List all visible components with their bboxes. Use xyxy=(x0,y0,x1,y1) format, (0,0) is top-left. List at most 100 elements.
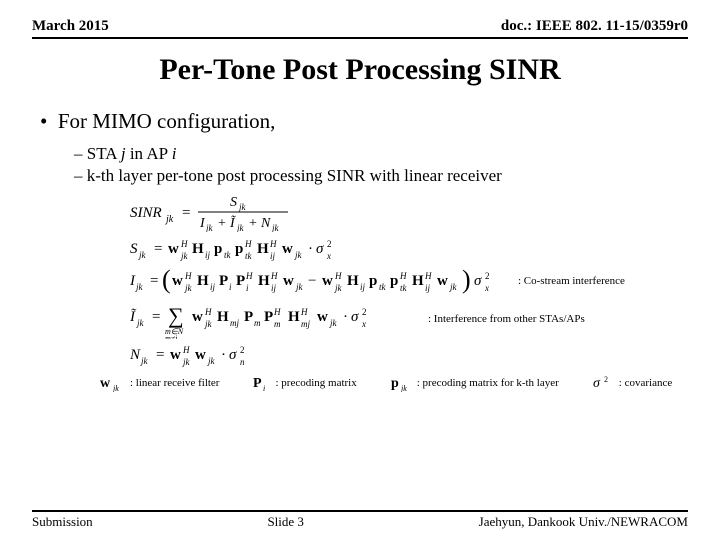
svg-text:jk: jk xyxy=(112,384,119,392)
bullet2a-i: i xyxy=(172,144,177,163)
svg-text:p: p xyxy=(391,376,399,391)
svg-text:H: H xyxy=(180,239,188,249)
svg-text:jk: jk xyxy=(236,223,245,232)
svg-text:=: = xyxy=(156,347,164,363)
footer-left: Submission xyxy=(32,514,93,530)
svg-text:ij: ij xyxy=(210,282,216,292)
svg-text:w: w xyxy=(283,273,294,289)
svg-text:H: H xyxy=(399,271,407,281)
eq-njk: N jk = w H jk w jk · σ 2 n xyxy=(130,342,680,368)
svg-text:P: P xyxy=(253,376,262,391)
svg-text:H: H xyxy=(300,307,308,317)
header-date: March 2015 xyxy=(32,18,109,35)
svg-text:P: P xyxy=(236,273,245,289)
content-area: • For MIMO configuration, – STA j in AP … xyxy=(0,87,720,392)
svg-text:(: ( xyxy=(162,266,171,294)
svg-text:N: N xyxy=(130,347,141,363)
legend-row: wjk : linear receive filter Pi : precodi… xyxy=(40,374,680,392)
svg-text:·: · xyxy=(308,241,313,257)
svg-text:H: H xyxy=(244,239,252,249)
svg-text:σ: σ xyxy=(229,347,237,363)
svg-text:x: x xyxy=(361,319,366,329)
svg-text:jk: jk xyxy=(329,318,338,328)
svg-text:σ: σ xyxy=(593,376,601,391)
bullet2a-prefix: – STA xyxy=(74,144,121,163)
svg-text:i: i xyxy=(263,384,265,392)
svg-text:2: 2 xyxy=(604,375,608,384)
legend-covar-label: : covariance xyxy=(619,377,672,389)
svg-text:2: 2 xyxy=(485,271,490,281)
svg-text:ij: ij xyxy=(270,251,276,261)
svg-text:ij: ij xyxy=(360,282,366,292)
svg-text:H: H xyxy=(182,345,190,355)
svg-text:P: P xyxy=(264,309,273,325)
svg-text:2: 2 xyxy=(240,345,245,355)
svg-text:H: H xyxy=(192,241,204,257)
svg-text:n: n xyxy=(240,357,245,367)
bullet-level1: • For MIMO configuration, xyxy=(40,109,680,134)
bullet-level1-text: For MIMO configuration, xyxy=(58,109,276,133)
equation-block: SINR jk = S jk I jk + Ĩ jk + N jk S jk xyxy=(130,192,680,368)
svg-text:H: H xyxy=(258,273,270,289)
svg-text:jk: jk xyxy=(295,282,304,292)
svg-text:H: H xyxy=(270,271,278,281)
svg-text:Ĩ: Ĩ xyxy=(130,308,137,325)
svg-text:w: w xyxy=(192,309,203,325)
svg-text:w: w xyxy=(317,309,328,325)
eq-itilde: Ĩ jk = ∑ m∈N m≠i w H jk H mj P m P H m H… xyxy=(130,299,680,339)
svg-text:−: − xyxy=(308,273,316,289)
svg-text:2: 2 xyxy=(327,239,332,249)
svg-text:ij: ij xyxy=(271,283,277,293)
svg-text:=: = xyxy=(154,241,162,257)
svg-text:w: w xyxy=(437,273,448,289)
svg-text:jk: jk xyxy=(238,202,247,212)
svg-text:·: · xyxy=(343,309,348,325)
legend-covar: σ2 : covariance xyxy=(593,374,672,392)
svg-text:tk: tk xyxy=(379,282,387,292)
svg-text:H: H xyxy=(204,307,212,317)
legend-precoding: Pi : precoding matrix xyxy=(253,374,356,392)
svg-text:x: x xyxy=(484,283,489,293)
svg-text:p: p xyxy=(235,241,243,257)
legend-precoding-k-label: : precoding matrix for k-th layer xyxy=(417,377,559,389)
svg-text:w: w xyxy=(168,241,179,257)
svg-text:H: H xyxy=(347,273,359,289)
svg-text:σ: σ xyxy=(316,241,324,257)
legend-precoding-k: pjk : precoding matrix for k-th layer xyxy=(391,374,559,392)
svg-text:P: P xyxy=(219,273,228,289)
svg-text:∑: ∑ xyxy=(168,303,184,328)
svg-text:mj: mj xyxy=(230,318,239,328)
svg-text:S: S xyxy=(130,241,138,257)
svg-text:jk: jk xyxy=(334,283,343,293)
svg-text:x: x xyxy=(326,251,331,261)
svg-text:m: m xyxy=(274,319,281,329)
svg-text:w: w xyxy=(282,241,293,257)
footer: Submission Slide 3 Jaehyun, Dankook Univ… xyxy=(0,510,720,530)
svg-text:tk: tk xyxy=(224,250,232,260)
svg-text:p: p xyxy=(214,241,222,257)
legend-precoding-label: : precoding matrix xyxy=(275,377,356,389)
svg-text:jk: jk xyxy=(138,250,147,260)
legend-filter-label: : linear receive filter xyxy=(130,377,219,389)
svg-text:jk: jk xyxy=(135,282,144,292)
svg-text:2: 2 xyxy=(362,307,367,317)
svg-text:jk: jk xyxy=(207,356,216,366)
svg-text:jk: jk xyxy=(449,282,458,292)
svg-text:I: I xyxy=(199,216,206,231)
svg-text:Ĩ: Ĩ xyxy=(229,214,236,231)
header-rule xyxy=(32,37,688,39)
svg-text:m: m xyxy=(254,318,261,328)
svg-text:jk: jk xyxy=(294,250,303,260)
svg-text:+: + xyxy=(218,216,226,231)
header-doc-id: doc.: IEEE 802. 11-15/0359r0 xyxy=(501,18,688,35)
eq-sjk: S jk = w H jk H ij p tk p H tk H H ij w … xyxy=(130,235,680,263)
svg-text:w: w xyxy=(170,347,181,363)
svg-text:jk: jk xyxy=(180,251,189,261)
svg-text:H: H xyxy=(424,271,432,281)
svg-text:w: w xyxy=(195,347,206,363)
svg-text:jk: jk xyxy=(400,384,407,392)
legend-filter: wjk : linear receive filter xyxy=(100,374,219,392)
svg-text:jk: jk xyxy=(184,283,193,293)
svg-text:S: S xyxy=(230,195,237,210)
page-title: Per-Tone Post Processing SINR xyxy=(0,53,720,87)
